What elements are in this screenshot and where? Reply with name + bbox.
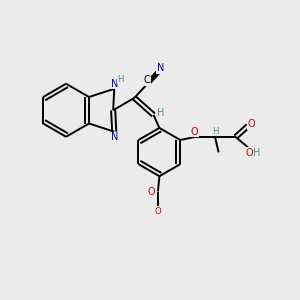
Text: H: H bbox=[212, 127, 218, 136]
Text: O: O bbox=[248, 119, 255, 129]
Text: H: H bbox=[253, 148, 261, 158]
Text: O: O bbox=[190, 127, 198, 137]
Text: N: N bbox=[110, 132, 118, 142]
Text: O: O bbox=[148, 187, 155, 196]
Text: N: N bbox=[110, 79, 118, 88]
Text: C: C bbox=[143, 75, 150, 85]
Text: N: N bbox=[157, 63, 164, 74]
Text: O: O bbox=[245, 148, 253, 158]
Text: H: H bbox=[118, 75, 124, 84]
Text: H: H bbox=[157, 109, 165, 118]
Text: O: O bbox=[154, 207, 161, 216]
